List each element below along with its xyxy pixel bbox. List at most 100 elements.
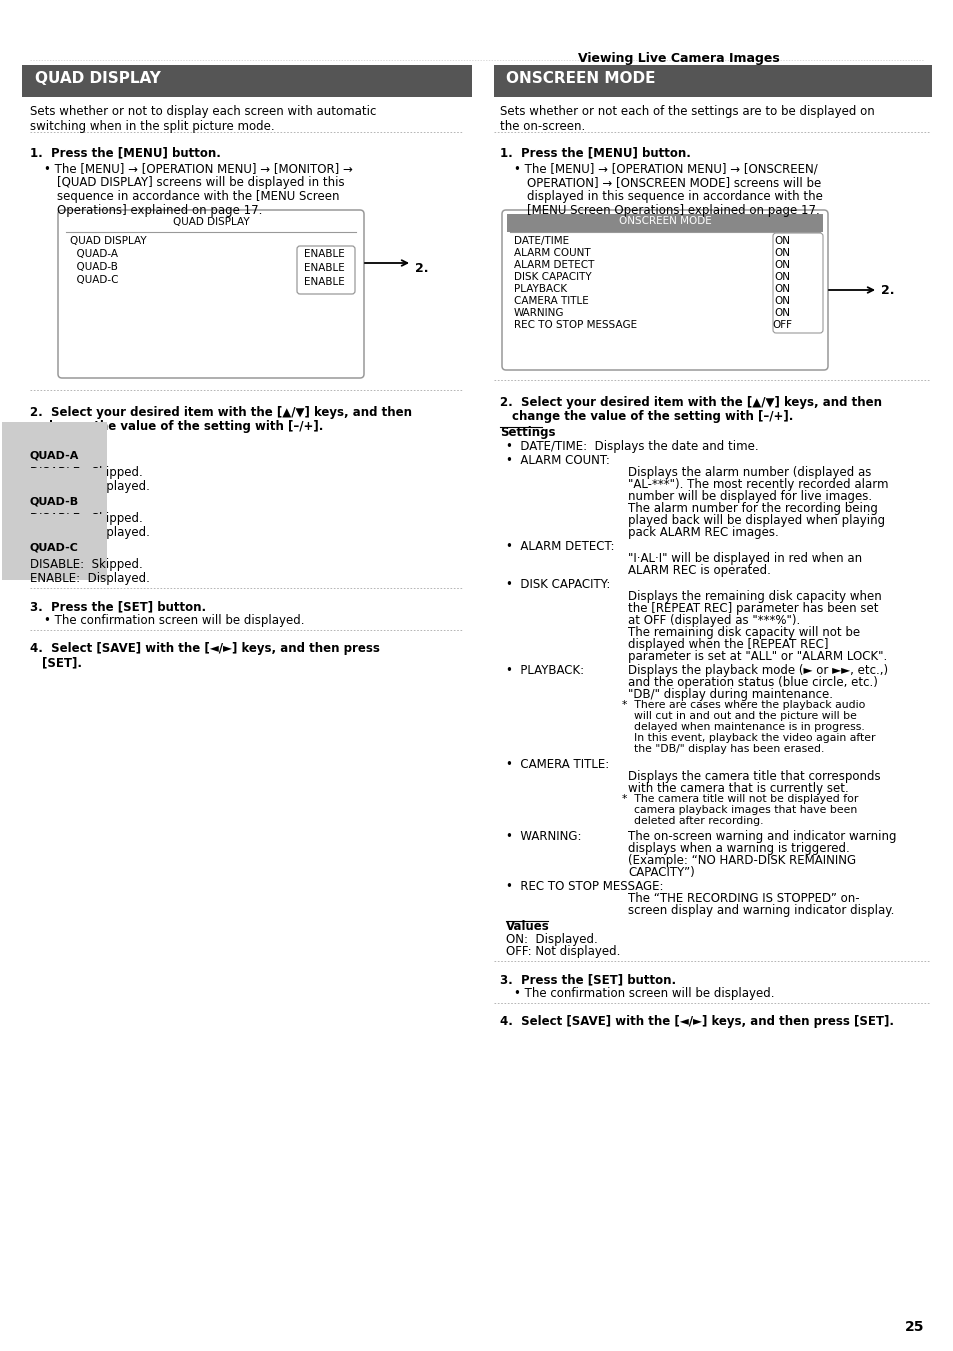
Text: screen display and warning indicator display.: screen display and warning indicator dis…: [627, 904, 893, 917]
Text: Displays the alarm number (displayed as: Displays the alarm number (displayed as: [627, 466, 870, 480]
Text: displayed when the [REPEAT REC]: displayed when the [REPEAT REC]: [627, 638, 827, 651]
Text: Displays the playback mode (► or ►►, etc.,): Displays the playback mode (► or ►►, etc…: [627, 663, 887, 677]
Text: displays when a warning is triggered.: displays when a warning is triggered.: [627, 842, 849, 855]
Text: *  The camera title will not be displayed for: * The camera title will not be displayed…: [621, 794, 858, 804]
Text: 1.  Press the [MENU] button.: 1. Press the [MENU] button.: [499, 146, 690, 159]
Text: 2.: 2.: [880, 284, 894, 297]
Text: • The [MENU] → [OPERATION MENU] → [MONITOR] →: • The [MENU] → [OPERATION MENU] → [MONIT…: [44, 162, 353, 176]
Text: ON: ON: [773, 308, 789, 317]
Text: •  PLAYBACK:: • PLAYBACK:: [505, 663, 583, 677]
Text: •  REC TO STOP MESSAGE:: • REC TO STOP MESSAGE:: [505, 880, 662, 893]
Text: DISK CAPACITY: DISK CAPACITY: [514, 272, 591, 282]
Text: ENABLE:  Displayed.: ENABLE: Displayed.: [30, 526, 150, 539]
Text: number will be displayed for live images.: number will be displayed for live images…: [627, 490, 871, 503]
Text: ONSCREEN MODE: ONSCREEN MODE: [505, 72, 655, 86]
Text: ONSCREEN MODE: ONSCREEN MODE: [618, 216, 711, 226]
Text: ALARM DETECT: ALARM DETECT: [514, 259, 594, 270]
Text: ON: ON: [773, 296, 789, 305]
Text: QUAD-C: QUAD-C: [70, 276, 118, 285]
Text: DISABLE:  Skipped.: DISABLE: Skipped.: [30, 512, 143, 526]
Text: ON: ON: [773, 236, 789, 246]
Text: • The confirmation screen will be displayed.: • The confirmation screen will be displa…: [514, 988, 774, 1000]
Text: The alarm number for the recording being: The alarm number for the recording being: [627, 503, 877, 515]
Text: ENABLE: ENABLE: [304, 249, 344, 259]
Text: •  ALARM DETECT:: • ALARM DETECT:: [505, 540, 614, 553]
Text: •  DATE/TIME:  Displays the date and time.: • DATE/TIME: Displays the date and time.: [505, 440, 758, 453]
Text: Displays the remaining disk capacity when: Displays the remaining disk capacity whe…: [627, 590, 881, 603]
Text: delayed when maintenance is in progress.: delayed when maintenance is in progress.: [634, 721, 863, 732]
Bar: [22, 65, 472, 97]
Text: ENABLE: ENABLE: [304, 277, 344, 286]
Text: [MENU Screen Operations] explained on page 17.: [MENU Screen Operations] explained on pa…: [526, 204, 819, 218]
Text: switching when in the split picture mode.: switching when in the split picture mode…: [30, 120, 274, 132]
Text: OFF: Not displayed.: OFF: Not displayed.: [505, 944, 619, 958]
Text: Operations] explained on page 17.: Operations] explained on page 17.: [57, 204, 262, 218]
Text: 4.  Select [SAVE] with the [◄/►] keys, and then press: 4. Select [SAVE] with the [◄/►] keys, an…: [30, 642, 379, 655]
Text: deleted after recording.: deleted after recording.: [634, 816, 762, 825]
Text: CAPACITY”): CAPACITY”): [627, 866, 694, 880]
Text: ON: ON: [773, 284, 789, 295]
Text: 3.  Press the [SET] button.: 3. Press the [SET] button.: [499, 973, 676, 986]
Text: •  ALARM COUNT:: • ALARM COUNT:: [505, 454, 609, 467]
FancyBboxPatch shape: [296, 246, 355, 295]
Text: CAMERA TITLE: CAMERA TITLE: [514, 296, 588, 305]
Text: QUAD-B: QUAD-B: [30, 496, 79, 507]
Text: 4.  Select [SAVE] with the [◄/►] keys, and then press [SET].: 4. Select [SAVE] with the [◄/►] keys, an…: [499, 1015, 893, 1028]
Text: with the camera that is currently set.: with the camera that is currently set.: [627, 782, 848, 794]
Text: at OFF (displayed as "***%").: at OFF (displayed as "***%").: [627, 613, 800, 627]
Text: DISABLE:  Skipped.: DISABLE: Skipped.: [30, 558, 143, 571]
Text: WARNING: WARNING: [514, 308, 564, 317]
Text: *  There are cases where the playback audio: * There are cases where the playback aud…: [621, 700, 864, 711]
Text: played back will be displayed when playing: played back will be displayed when playi…: [627, 513, 884, 527]
Text: [SET].: [SET].: [42, 657, 82, 669]
Text: Viewing Live Camera Images: Viewing Live Camera Images: [578, 51, 780, 65]
Text: ALARM COUNT: ALARM COUNT: [514, 249, 590, 258]
Text: ALARM REC is operated.: ALARM REC is operated.: [627, 563, 770, 577]
Text: 2.  Select your desired item with the [▲/▼] keys, and then: 2. Select your desired item with the [▲/…: [30, 407, 412, 419]
Text: •  CAMERA TITLE:: • CAMERA TITLE:: [505, 758, 609, 771]
Text: Sets whether or not to display each screen with automatic: Sets whether or not to display each scre…: [30, 105, 376, 118]
Text: PLAYBACK: PLAYBACK: [514, 284, 566, 295]
Text: QUAD-A: QUAD-A: [30, 450, 79, 459]
Text: ON: ON: [773, 259, 789, 270]
Bar: [506, 213, 822, 232]
Text: sequence in accordance with the [MENU Screen: sequence in accordance with the [MENU Sc…: [57, 190, 339, 203]
Text: the "DB/" display has been erased.: the "DB/" display has been erased.: [634, 744, 823, 754]
Text: DATE/TIME: DATE/TIME: [514, 236, 569, 246]
Text: 3.  Press the [SET] button.: 3. Press the [SET] button.: [30, 600, 206, 613]
Text: and the operation status (blue circle, etc.): and the operation status (blue circle, e…: [627, 676, 877, 689]
Text: OPERATION] → [ONSCREEN MODE] screens will be: OPERATION] → [ONSCREEN MODE] screens wil…: [526, 176, 821, 189]
Text: The on-screen warning and indicator warning: The on-screen warning and indicator warn…: [627, 830, 896, 843]
Text: QUAD-A: QUAD-A: [70, 249, 118, 259]
Text: DISABLE:  Skipped.: DISABLE: Skipped.: [30, 466, 143, 480]
Text: ON: ON: [773, 249, 789, 258]
Text: OFF: OFF: [771, 320, 791, 330]
Text: "DB/" display during maintenance.: "DB/" display during maintenance.: [627, 688, 832, 701]
Text: change the value of the setting with [–/+].: change the value of the setting with [–/…: [42, 420, 323, 434]
Text: change the value of the setting with [–/+].: change the value of the setting with [–/…: [512, 409, 793, 423]
Text: In this event, playback the video again after: In this event, playback the video again …: [634, 734, 875, 743]
Text: displayed in this sequence in accordance with the: displayed in this sequence in accordance…: [526, 190, 822, 203]
Text: Sets whether or not each of the settings are to be displayed on: Sets whether or not each of the settings…: [499, 105, 874, 118]
Text: "I·AL·I" will be displayed in red when an: "I·AL·I" will be displayed in red when a…: [627, 553, 862, 565]
Text: pack ALARM REC images.: pack ALARM REC images.: [627, 526, 778, 539]
Text: QUAD DISPLAY: QUAD DISPLAY: [172, 218, 249, 227]
Text: ENABLE: ENABLE: [304, 263, 344, 273]
Text: 1.  Press the [MENU] button.: 1. Press the [MENU] button.: [30, 146, 221, 159]
Text: will cut in and out and the picture will be: will cut in and out and the picture will…: [634, 711, 856, 721]
Text: •  DISK CAPACITY:: • DISK CAPACITY:: [505, 578, 610, 590]
Text: • The [MENU] → [OPERATION MENU] → [ONSCREEN/: • The [MENU] → [OPERATION MENU] → [ONSCR…: [514, 162, 817, 176]
Text: 2.  Select your desired item with the [▲/▼] keys, and then: 2. Select your desired item with the [▲/…: [499, 396, 882, 409]
FancyBboxPatch shape: [772, 232, 822, 332]
Text: • The confirmation screen will be displayed.: • The confirmation screen will be displa…: [44, 613, 304, 627]
Text: QUAD-B: QUAD-B: [70, 262, 118, 272]
Text: ON: ON: [773, 272, 789, 282]
Text: camera playback images that have been: camera playback images that have been: [634, 805, 857, 815]
Text: REC TO STOP MESSAGE: REC TO STOP MESSAGE: [514, 320, 637, 330]
Text: "AL-***"). The most recently recorded alarm: "AL-***"). The most recently recorded al…: [627, 478, 887, 490]
FancyBboxPatch shape: [58, 209, 364, 378]
Text: Values: Values: [505, 920, 549, 934]
Text: ENABLE:  Displayed.: ENABLE: Displayed.: [30, 480, 150, 493]
Text: 25: 25: [903, 1320, 923, 1333]
Text: QUAD DISPLAY: QUAD DISPLAY: [70, 236, 147, 246]
